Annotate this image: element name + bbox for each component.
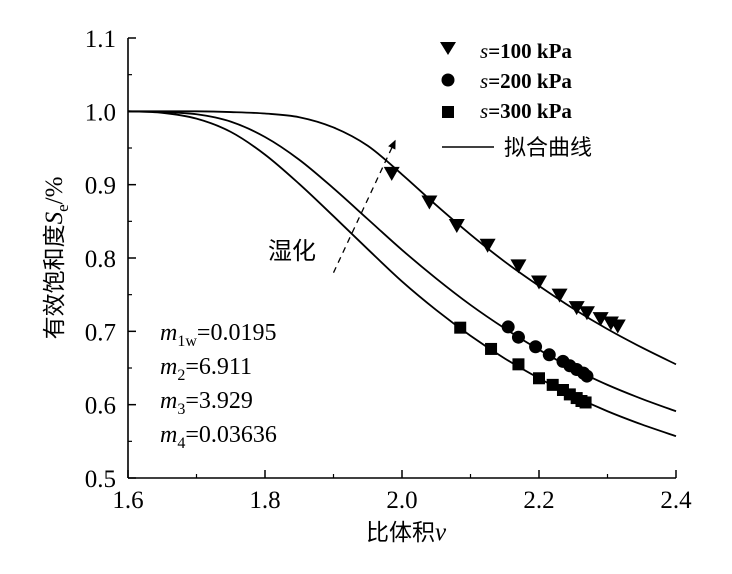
- legend-label-s200: s=200 kPa: [480, 69, 572, 93]
- y-axis-title: 有效饱和度Se/%: [41, 177, 72, 340]
- legend-s300-var: s: [480, 99, 488, 123]
- marker-square: [485, 342, 498, 355]
- marker-triangle: [592, 312, 609, 327]
- marker-circle: [511, 330, 525, 344]
- marker-triangle: [531, 275, 547, 290]
- param-var: m: [160, 388, 177, 414]
- x-axis-title-var: v: [435, 519, 447, 546]
- marker-square: [579, 396, 592, 409]
- param-value: =6.911: [185, 354, 252, 380]
- y-axis-title-unit: /%: [41, 177, 68, 205]
- marker-circle: [529, 340, 543, 354]
- y-tick-label: 0.5: [85, 466, 116, 493]
- marker-triangle: [510, 259, 527, 274]
- marker-square: [546, 378, 559, 391]
- param-var: m: [160, 422, 177, 448]
- legend-s100-rest: =100 kPa: [488, 39, 572, 63]
- fit-curve-series-0: [128, 110, 677, 366]
- param-value: =0.0195: [197, 320, 277, 346]
- param-sub: 4: [177, 435, 185, 452]
- marker-triangle: [551, 288, 568, 303]
- param-value: =3.929: [185, 388, 253, 414]
- legend-marker-square: [442, 106, 454, 118]
- y-tick-label: 1.1: [85, 26, 116, 53]
- wetting-label: 湿化: [268, 237, 316, 265]
- param-sub: 2: [177, 367, 185, 384]
- x-tick-label: 1.6: [112, 487, 143, 514]
- param-var: m: [160, 320, 177, 346]
- marker-triangle: [448, 219, 465, 233]
- param-sub: 3: [177, 401, 185, 418]
- legend-marker-circle: [441, 73, 455, 87]
- legend: s=100 kPa s=200 kPa s=300 kPa 拟合曲线: [440, 39, 592, 161]
- param-var: m: [160, 354, 177, 380]
- param-line: m1w=0.0195: [160, 320, 276, 350]
- legend-s100-var: s: [480, 39, 488, 63]
- y-axis-title-text: 有效饱和度: [42, 224, 68, 339]
- y-tick-label: 1.0: [85, 99, 116, 126]
- param-line: m3=3.929: [160, 388, 253, 418]
- marker-circle: [580, 369, 594, 383]
- marker-square: [533, 372, 545, 385]
- x-axis-title-text: 比体积: [366, 520, 435, 546]
- marker-triangle: [479, 238, 496, 253]
- param-sub: 1w: [177, 333, 197, 350]
- legend-s200-rest: =200 kPa: [488, 69, 572, 93]
- legend-label-fit: 拟合曲线: [504, 136, 592, 161]
- y-axis-title-sub: e: [53, 204, 72, 212]
- x-tick-label: 1.8: [249, 487, 280, 514]
- wetting-arrow: [332, 139, 396, 273]
- y-tick-label: 0.9: [85, 173, 116, 200]
- x-tick-label: 2.2: [523, 487, 554, 514]
- y-tick-label: 0.8: [85, 246, 116, 273]
- marker-triangle: [421, 195, 438, 210]
- x-tick-label: 2.4: [660, 487, 692, 514]
- legend-label-s300: s=300 kPa: [480, 99, 572, 123]
- legend-s300-rest: =300 kPa: [488, 99, 572, 123]
- marker-square: [454, 321, 467, 334]
- legend-marker-triangle: [440, 42, 456, 55]
- marker-triangle: [578, 306, 595, 321]
- legend-s200-var: s: [480, 69, 488, 93]
- x-tick-label: 2.0: [386, 487, 417, 514]
- marker-triangle: [568, 301, 585, 316]
- marker-triangle: [609, 319, 626, 334]
- y-ticks: 0.5 0.6 0.7 0.8 0.9 1.0 1.1: [85, 26, 136, 493]
- marker-square: [512, 358, 525, 371]
- y-tick-label: 0.6: [85, 393, 116, 420]
- marker-triangle: [383, 166, 400, 181]
- param-line: m4=0.03636: [160, 422, 277, 452]
- param-line: m2=6.911: [160, 354, 252, 384]
- marker-circle: [501, 320, 515, 334]
- data-markers: [383, 166, 626, 409]
- x-axis-title: 比体积v: [366, 519, 447, 546]
- marker-circle: [542, 348, 556, 362]
- legend-label-s100: s=100 kPa: [480, 39, 572, 63]
- param-value: =0.03636: [185, 422, 277, 448]
- y-axis-title-var: S: [41, 211, 68, 224]
- y-tick-label: 0.7: [85, 319, 116, 346]
- x-ticks: 1.6 1.8 2.0 2.2 2.4: [112, 470, 692, 514]
